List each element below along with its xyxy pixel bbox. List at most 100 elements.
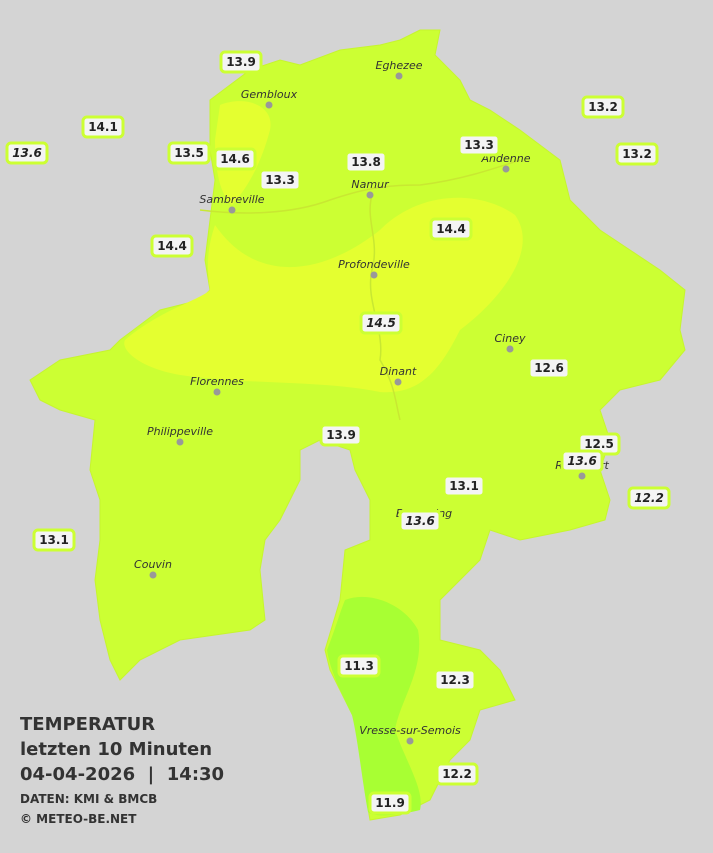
station-box [213, 147, 257, 171]
city-label: Couvin [134, 558, 172, 571]
station-box [368, 791, 412, 815]
station: 13.1 [442, 474, 486, 498]
station: 14.4 [429, 217, 473, 241]
cool-zone [327, 596, 421, 816]
station-value: 13.9 [226, 55, 256, 69]
station-value: 13.6 [12, 146, 42, 160]
city-dot [578, 472, 586, 480]
station-value: 13.3 [265, 173, 295, 187]
station: 11.3 [337, 654, 381, 678]
station-value: 14.4 [436, 222, 466, 236]
city-label: Ciney [495, 332, 526, 345]
station-value: 13.1 [449, 479, 479, 493]
city-dot [370, 271, 378, 279]
station-box [433, 668, 477, 692]
legend-datetime: 04-04-2026 | 14:30 [20, 764, 224, 785]
city-label: Eghezee [376, 59, 423, 72]
city-dot [394, 378, 402, 386]
station-value: 13.6 [405, 514, 435, 528]
station-box [615, 142, 659, 166]
city-label: Florennes [190, 375, 244, 388]
station: 14.5 [359, 311, 403, 335]
city-dot [395, 72, 403, 80]
station-box [258, 168, 302, 192]
station-box [527, 356, 571, 380]
station: 13.3 [258, 168, 302, 192]
station-value: 13.3 [464, 138, 494, 152]
station-value: 11.3 [344, 659, 374, 673]
city-dot [406, 737, 414, 745]
station-box [32, 528, 76, 552]
station-value: 12.3 [440, 673, 470, 687]
city-label: Gembloux [241, 88, 298, 101]
station-value: 14.5 [366, 316, 396, 330]
city-label: Sambreville [199, 193, 264, 206]
city-label: Profondeville [338, 258, 410, 271]
station-value: 14.6 [220, 152, 250, 166]
station-value: 12.2 [442, 767, 472, 781]
city-dot [176, 438, 184, 446]
station-value: 12.5 [584, 437, 614, 451]
station-box [150, 234, 194, 258]
station-box [219, 50, 263, 74]
station-value: 11.9 [375, 796, 405, 810]
station-box [5, 141, 49, 165]
station: 12.2 [435, 762, 479, 786]
station-box [319, 423, 363, 447]
station-value: 13.5 [174, 146, 204, 160]
station-box [581, 95, 625, 119]
station: 12.3 [433, 668, 477, 692]
station-box [457, 133, 501, 157]
station-box [442, 474, 486, 498]
station: 12.6 [527, 356, 571, 380]
station: 13.2 [615, 142, 659, 166]
legend-period: letzten 10 Minuten [20, 739, 212, 760]
city-label: Dinant [380, 365, 417, 378]
station-value: 12.2 [634, 491, 664, 505]
station-box [560, 449, 604, 473]
station: 14.4 [150, 234, 194, 258]
station-box [344, 150, 388, 174]
warm-zone [124, 197, 523, 393]
station: 13.8 [344, 150, 388, 174]
legend-source: DATEN: KMI & BMCB [20, 792, 157, 806]
station: 13.6 [5, 141, 49, 165]
river [199, 159, 521, 421]
station-value: 14.1 [88, 120, 118, 134]
city-dot [366, 191, 374, 199]
station: 13.2 [581, 95, 625, 119]
station-box [359, 311, 403, 335]
station-box [627, 486, 671, 510]
station-value: 13.2 [588, 100, 618, 114]
station: 13.9 [219, 50, 263, 74]
station-value: 13.2 [622, 147, 652, 161]
station: 13.1 [32, 528, 76, 552]
station: 13.6 [398, 509, 442, 533]
city-dot [265, 101, 273, 109]
station-box [429, 217, 473, 241]
city-dot [228, 206, 236, 214]
station-value: 13.9 [326, 428, 356, 442]
station-box [398, 509, 442, 533]
city-dot [502, 165, 510, 173]
station-value: 13.6 [567, 454, 597, 468]
station-box [167, 141, 211, 165]
station: 14.6 [213, 147, 257, 171]
city-dot [506, 345, 514, 353]
station-value: 13.1 [39, 533, 69, 547]
station: 14.1 [81, 115, 125, 139]
legend: TEMPERATUR letzten 10 Minuten 04-04-2026… [20, 714, 224, 826]
station-value: 14.4 [157, 239, 187, 253]
station-value: 13.8 [351, 155, 381, 169]
station: 11.9 [368, 791, 412, 815]
legend-title: TEMPERATUR [20, 714, 155, 735]
city-label: Philippeville [147, 425, 213, 438]
station: 13.3 [457, 133, 501, 157]
station: 13.6 [560, 449, 604, 473]
station: 13.5 [167, 141, 211, 165]
station: 13.9 [319, 423, 363, 447]
city-label: Vresse-sur-Semois [359, 724, 461, 737]
station-box [435, 762, 479, 786]
city-dot [149, 571, 157, 579]
